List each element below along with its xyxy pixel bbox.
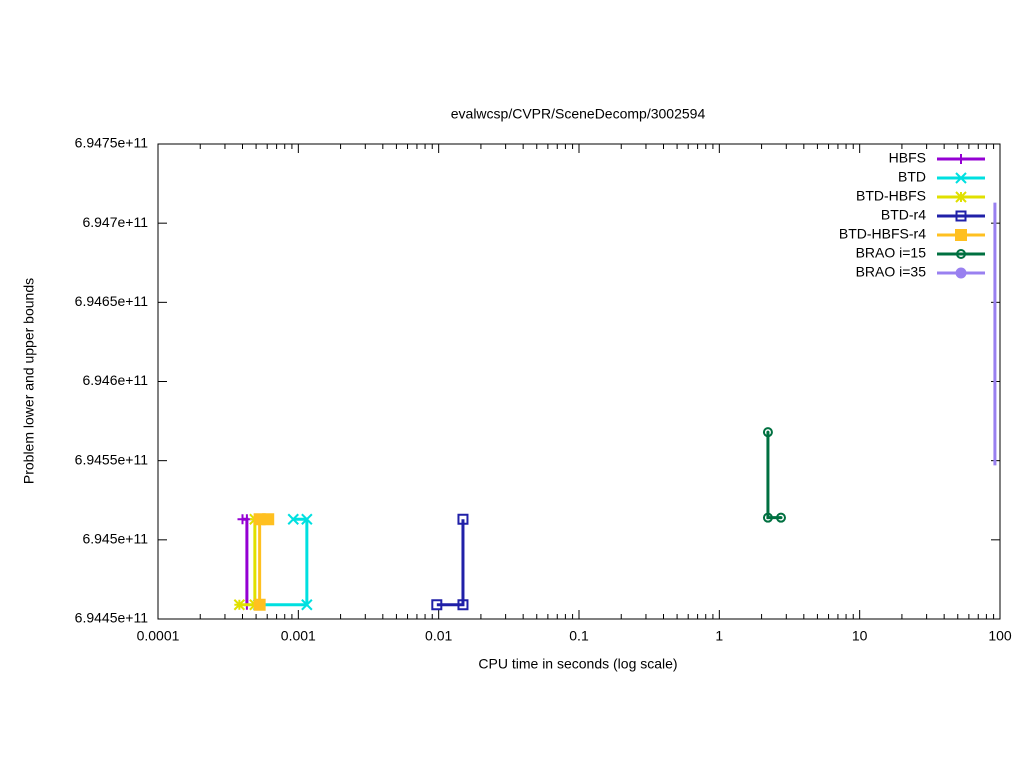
y-tick-label: 6.9475e+11 (75, 135, 149, 151)
x-tick-label: 0.0001 (137, 628, 180, 644)
point-marker (253, 598, 266, 611)
legend-label: BRAO i=15 (856, 245, 927, 261)
marker-stroke (955, 267, 967, 279)
point-marker (301, 599, 313, 611)
marker-stroke (959, 252, 963, 256)
marker-stroke (301, 599, 313, 611)
chart-title: evalwcsp/CVPR/SceneDecomp/3002594 (451, 106, 706, 122)
legend-marker (955, 172, 967, 184)
x-tick-label: 10 (852, 628, 868, 644)
marker-stroke (779, 516, 783, 520)
marker-stroke (253, 598, 266, 611)
point-marker (431, 599, 443, 611)
marker-stroke (766, 516, 770, 520)
marker-stroke (301, 513, 313, 525)
y-tick-label: 6.9465e+11 (75, 293, 149, 309)
marker-stroke (955, 229, 967, 241)
x-tick-label: 0.001 (281, 628, 316, 644)
marker-stroke (253, 513, 266, 526)
marker-stroke (762, 427, 773, 438)
point-marker (233, 599, 246, 611)
marker-stroke (956, 249, 966, 259)
y-tick-label: 6.9455e+11 (75, 451, 149, 467)
legend-marker (956, 249, 966, 259)
legend-label: BTD-HBFS-r4 (839, 226, 926, 242)
marker-stroke (762, 512, 773, 523)
point-marker (457, 599, 469, 611)
legend-label: HBFS (889, 150, 926, 166)
marker-stroke (287, 513, 299, 525)
legend-marker (956, 154, 966, 164)
y-tick-label: 6.947e+11 (82, 214, 148, 230)
x-axis-label: CPU time in seconds (log scale) (478, 656, 677, 672)
point-marker (287, 513, 299, 525)
y-tick-label: 6.945e+11 (82, 531, 148, 547)
y-axis-label: Problem lower and upper bounds (21, 278, 37, 484)
point-marker (301, 513, 313, 525)
marker-stroke (955, 172, 967, 184)
point-marker (762, 427, 773, 438)
x-tick-label: 0.1 (569, 628, 589, 644)
marker-stroke (955, 210, 967, 222)
marker-stroke (457, 599, 469, 611)
x-tick-label: 1 (715, 628, 723, 644)
legend-marker (955, 210, 967, 222)
y-tick-label: 6.946e+11 (82, 372, 148, 388)
series-line (436, 519, 465, 607)
marker-stroke (457, 513, 469, 525)
legend-marker (955, 229, 967, 241)
series-line (258, 517, 309, 607)
marker-stroke (233, 599, 246, 611)
marker-stroke (431, 599, 443, 611)
y-tick-label: 6.9445e+11 (75, 610, 149, 626)
legend-marker (955, 191, 967, 203)
x-tick-label: 100 (988, 628, 1012, 644)
point-marker (775, 512, 786, 523)
point-marker (762, 512, 773, 523)
point-marker (253, 513, 266, 526)
marker-stroke (955, 191, 967, 203)
legend-label: BTD-r4 (881, 207, 926, 223)
x-tick-label: 0.01 (425, 628, 452, 644)
marker-stroke (775, 512, 786, 523)
legend-label: BRAO i=35 (856, 264, 927, 280)
marker-stroke (766, 430, 770, 434)
legend-marker (955, 267, 967, 279)
legend-label: BTD (898, 169, 926, 185)
point-marker (457, 513, 469, 525)
legend-label: BTD-HBFS (856, 188, 926, 204)
